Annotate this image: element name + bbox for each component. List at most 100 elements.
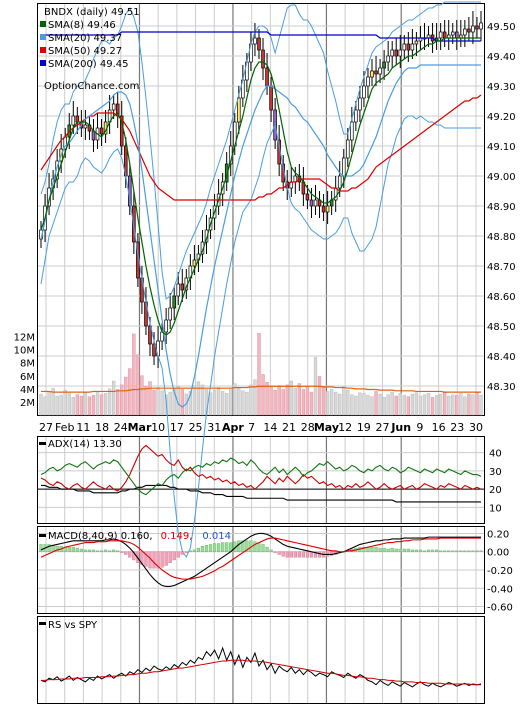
volume-tick-label: 4M: [20, 385, 35, 396]
x-tick-label: 31: [207, 421, 221, 434]
macd-tick-label: -0.40: [487, 584, 513, 595]
volume-bar: [463, 396, 467, 416]
candle-body: [265, 67, 269, 87]
macd-histogram-bar: [265, 546, 269, 552]
macd-histogram-bar: [237, 540, 241, 552]
macd-histogram-bar: [293, 551, 297, 558]
macd-histogram-bar: [257, 542, 261, 552]
volume-bar: [249, 384, 253, 416]
volume-bar: [406, 396, 411, 416]
macd-title: MACD(8,40,9) 0.160, 0.149, 0.014: [39, 531, 231, 542]
price-tick-label: 48.30: [487, 382, 516, 393]
macd-histogram-bar: [47, 544, 51, 552]
rs-title-text: RS vs SPY: [48, 620, 98, 631]
legend-sma20: SMA(20) 49.37: [48, 33, 122, 44]
volume-bar: [212, 389, 217, 416]
volume-bar: [168, 391, 172, 416]
x-tick-label: 17: [170, 421, 184, 434]
price-panel-frame: [37, 3, 485, 416]
volume-bar: [370, 396, 374, 416]
volume-bar: [116, 389, 120, 416]
macd-histogram-bar: [439, 550, 443, 552]
macd-histogram-bar: [241, 540, 245, 552]
volume-tick-label: 8M: [20, 359, 35, 370]
volume-bar: [120, 384, 124, 416]
volume-bar: [430, 397, 435, 416]
macd-histogram-bar: [103, 549, 108, 552]
volume-bar: [350, 394, 354, 416]
macd-histogram-bar: [204, 545, 209, 552]
candle-body: [168, 307, 172, 321]
candle-body: [394, 49, 398, 57]
volume-bar: [459, 393, 463, 416]
price-legend: BNDX (daily) 49.51 SMA(8) 49.46 SMA(20) …: [40, 7, 140, 92]
volume-bar: [208, 392, 213, 416]
volume-bar: [346, 389, 350, 416]
candle-body: [467, 28, 471, 33]
x-tick-label: 28: [301, 421, 315, 434]
candle-body: [366, 76, 370, 87]
adx-title-text: ADX(14) 13.30: [48, 439, 122, 450]
macd-histogram-bar: [168, 551, 172, 563]
macd-histogram-bar: [245, 540, 249, 552]
volume-bar: [192, 385, 197, 416]
volume-bar: [418, 395, 423, 416]
macd-histogram-bar: [261, 544, 265, 552]
band-upper-line: [40, 1, 481, 300]
macd-histogram-bar: [394, 548, 398, 552]
macd-histogram-bar: [386, 548, 390, 552]
candle-body: [475, 25, 479, 30]
candle-body: [321, 205, 326, 213]
macd-histogram-bar: [273, 551, 277, 553]
macd-histogram-bar: [281, 551, 285, 557]
macd-histogram-bar: [164, 551, 168, 566]
candle-body: [192, 259, 197, 267]
volume-bar: [67, 393, 71, 416]
volume-bar: [366, 395, 370, 416]
indicator-lines: [39, 1, 483, 688]
volume-bar: [220, 391, 225, 416]
macd-histogram-bar: [390, 547, 394, 552]
macd-histogram-bar: [374, 546, 378, 552]
macd-histogram-bar: [467, 550, 471, 552]
volume-bar: [297, 383, 302, 416]
rs-line: [40, 646, 482, 688]
macd-histogram-bar: [378, 547, 382, 552]
macd-histogram-bar: [253, 541, 257, 552]
x-tick-labels: 27 Feb 11 18 24 Mar 10 17 25 31 Apr 7 14 21 28 May 12 19 2…: [39, 421, 483, 434]
volume-bar: [378, 393, 382, 416]
macd-histogram-bar: [200, 546, 205, 552]
macd-histogram-bar: [83, 549, 88, 552]
adx-panel-frame: [37, 436, 485, 524]
legend-swatch-sma50: [40, 47, 46, 53]
price-tick-label: 48.60: [487, 292, 516, 303]
sma8-line: [40, 37, 481, 336]
macd-histogram-bar: [116, 550, 120, 552]
macd-histogram-bar: [160, 551, 164, 568]
price-tick-label: 48.70: [487, 262, 516, 273]
macd-histogram-bar: [225, 542, 229, 552]
volume-bar: [317, 376, 322, 416]
candle-body: [164, 319, 168, 333]
volume-bar: [281, 389, 285, 416]
volume-bar: [245, 391, 249, 416]
volume-bar: [71, 397, 75, 416]
volume-bar: [216, 387, 221, 416]
macd-histogram-bar: [382, 547, 386, 552]
macd-histogram-bar: [301, 551, 305, 558]
macd-histogram-bar: [285, 551, 289, 558]
macd-histogram-bar: [99, 550, 104, 552]
x-tick-label: 21: [282, 421, 296, 434]
volume-bar: [107, 388, 112, 416]
volume-tick-label: 12M: [14, 333, 35, 344]
x-tick-label: 12: [338, 421, 352, 434]
candle-body: [455, 31, 459, 39]
candle-body: [450, 31, 455, 36]
x-tick-label: May: [314, 421, 339, 434]
volume-bar: [390, 391, 394, 416]
macd-histogram-bar: [176, 551, 180, 558]
volume-bar: [91, 395, 96, 416]
macd-histogram-bar: [406, 548, 410, 552]
macd-line: [40, 532, 481, 587]
candle-body: [410, 43, 415, 51]
